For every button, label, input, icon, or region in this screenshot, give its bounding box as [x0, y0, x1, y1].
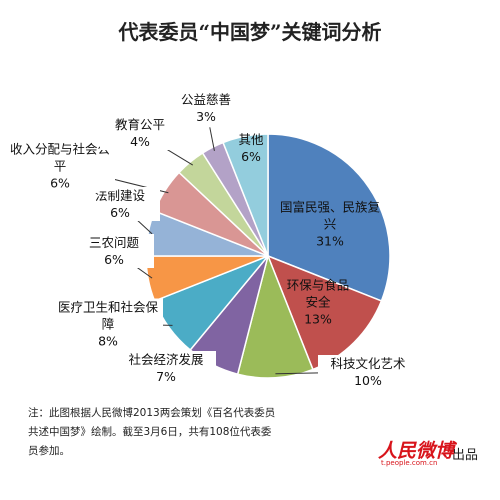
slice-category: 科技文化艺术	[330, 356, 406, 371]
slice-value: 7%	[156, 369, 176, 384]
slice-label: 三农问题 6%	[74, 234, 154, 268]
slice-value: 8%	[98, 333, 118, 349]
slice-value: 31%	[316, 233, 344, 249]
slice-label: 科技文化艺术 10%	[318, 355, 418, 389]
slice-label: 社会经济发展 7%	[116, 351, 216, 385]
pie-slice	[222, 133, 269, 257]
footnote: 注：此图根据人民微博2013两会策划《百名代表委员共述中国梦》绘制。截至3月6日…	[28, 407, 276, 457]
slice-category: 法制建设	[94, 188, 145, 203]
slice-value: 6%	[50, 175, 70, 191]
logo: 人民微博	[378, 440, 455, 462]
chart-title: 代表委员“中国梦”关键词分析	[118, 20, 382, 44]
slice-value: 10%	[354, 373, 382, 388]
pie-slice	[266, 254, 383, 371]
slice-label: 其他 6%	[226, 131, 276, 165]
slice-category: 社会经济发展	[128, 352, 204, 367]
pie-slice	[236, 253, 314, 379]
logo-url: t.people.com.cn	[381, 459, 438, 467]
slice-category: 教育公平	[114, 117, 165, 132]
slice-category: 三农问题	[88, 235, 139, 250]
credit: 出品	[452, 448, 479, 463]
slice-value: 13%	[304, 311, 332, 327]
slice-label: 国富民强、民族复兴 31%	[275, 199, 385, 250]
slice-label: 收入分配与社会公平 6%	[5, 140, 115, 192]
slice-label: 法制建设 6%	[80, 187, 160, 221]
slice-label: 医疗卫生和社会保障 8%	[53, 298, 163, 350]
slice-value: 6%	[241, 149, 261, 164]
pie-slice	[267, 133, 391, 302]
slice-label: 环保与食品安全 13%	[283, 277, 353, 328]
slice-category: 环保与食品安全	[286, 277, 350, 310]
slice-category: 收入分配与社会公平	[9, 141, 110, 174]
leader-line	[163, 147, 194, 166]
leader-line	[209, 127, 215, 151]
slice-value: 3%	[196, 109, 216, 124]
slice-value: 4%	[130, 134, 150, 149]
leader-line	[275, 372, 327, 375]
slice-value: 6%	[110, 205, 130, 220]
slice-category: 国富民强、民族复兴	[279, 199, 380, 232]
slice-category: 医疗卫生和社会保障	[57, 299, 158, 332]
slice-label: 公益慈善 3%	[166, 91, 246, 125]
slice-category: 公益慈善	[180, 92, 231, 107]
slice-value: 6%	[104, 252, 124, 267]
slice-category: 其他	[238, 132, 264, 147]
